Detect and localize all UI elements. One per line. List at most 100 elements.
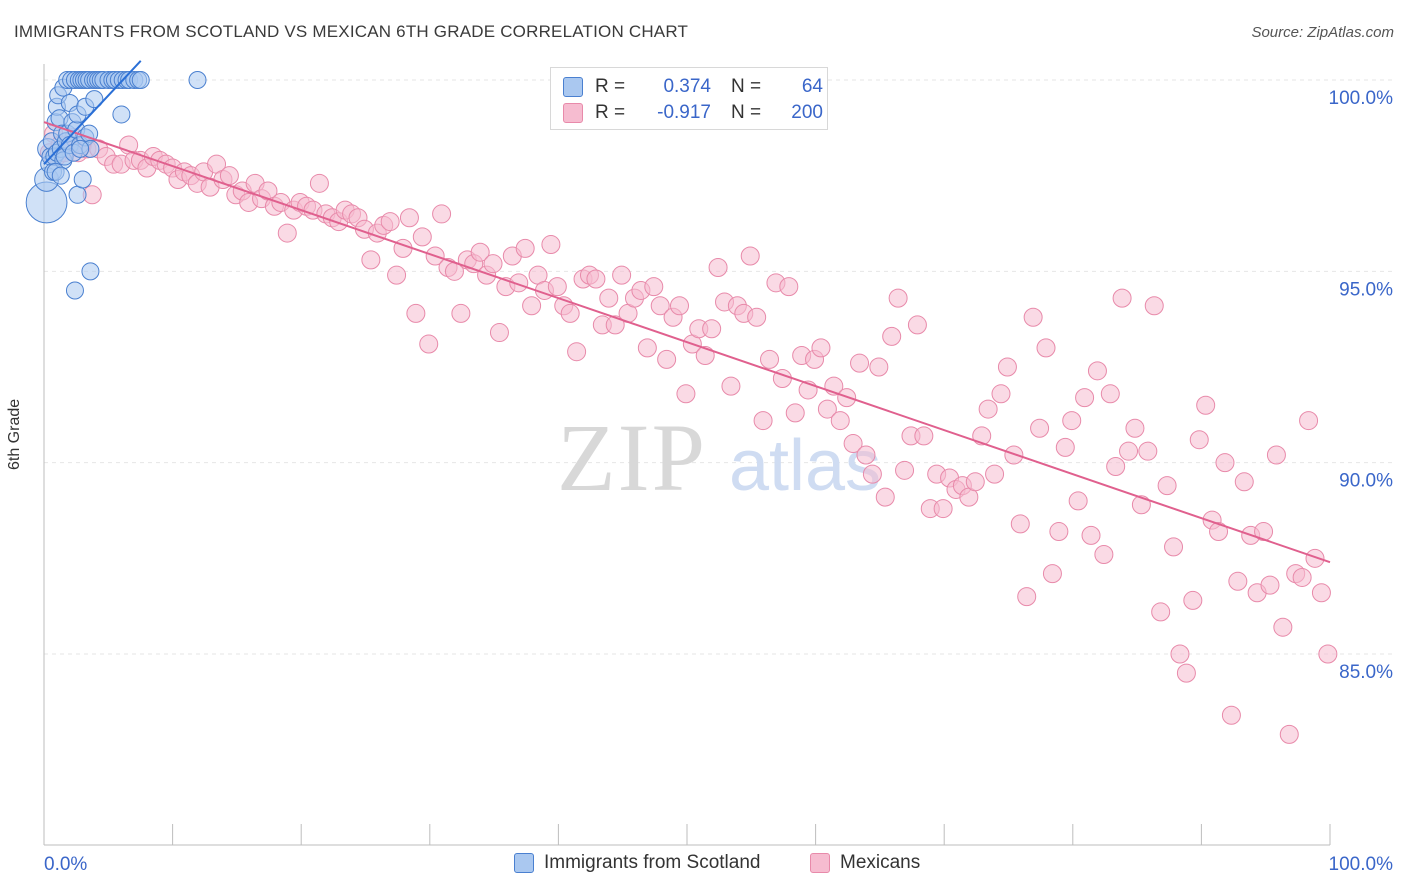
y-tick-label-2: 95.0% (1339, 279, 1393, 300)
point-mexicans-134 (882, 326, 902, 346)
point-mexicans-91 (605, 315, 625, 335)
point-mexicans-118 (779, 277, 799, 297)
point-mexicans-59 (399, 208, 419, 228)
stats-r-label: R = (595, 76, 626, 97)
legend-item-mexicans[interactable]: Mexicans (810, 852, 920, 874)
point-mexicans-201 (1311, 583, 1331, 603)
point-mexicans-64 (432, 204, 452, 224)
point-mexicans-133 (875, 487, 895, 507)
point-mexicans-172 (1125, 418, 1145, 438)
stats-row-mexicans: R = -0.917 N = 200 (563, 100, 823, 126)
point-mexicans-195 (1273, 617, 1293, 637)
x-tick-label-1: 100.0% (1329, 854, 1394, 875)
point-mexicans-188 (1228, 571, 1248, 591)
stats-legend: R = 0.374 N = 64 R = -0.917 N = 200 (550, 67, 828, 130)
point-mexicans-161 (1055, 437, 1075, 457)
point-scotland-57 (131, 71, 150, 89)
point-scotland-59 (81, 262, 100, 281)
stats-swatch-mexicans (563, 103, 583, 123)
point-mexicans-160 (1049, 522, 1069, 542)
point-mexicans-159 (1042, 564, 1062, 584)
point-mexicans-187 (1221, 705, 1241, 725)
grid-lines (44, 79, 1392, 655)
point-mexicans-198 (1292, 567, 1312, 587)
x-tick-label-0: 0.0% (44, 854, 87, 875)
stats-n-label: N = (731, 102, 762, 123)
point-mexicans-185 (1209, 522, 1229, 542)
point-mexicans-56 (380, 212, 400, 232)
y-tick-labels: 85.0% 90.0% 95.0% 100.0% (1329, 88, 1394, 683)
point-mexicans-109 (721, 376, 741, 396)
stats-swatch-scotland (563, 77, 583, 97)
point-mexicans-165 (1081, 525, 1101, 545)
point-mexicans-166 (1087, 361, 1107, 381)
point-mexicans-193 (1260, 575, 1280, 595)
point-mexicans-107 (708, 258, 728, 278)
point-mexicans-88 (586, 269, 606, 289)
stats-row-scotland: R = 0.374 N = 64 (563, 74, 823, 100)
point-mexicans-124 (817, 399, 837, 419)
point-scotland-58 (65, 281, 84, 300)
point-mexicans-155 (1017, 587, 1037, 607)
point-mexicans-194 (1266, 445, 1286, 465)
stats-r-label: R = (595, 102, 626, 123)
point-mexicans-150 (985, 464, 1005, 484)
point-mexicans-53 (361, 250, 381, 270)
point-scotland-33 (73, 170, 92, 189)
point-mexicans-81 (541, 235, 561, 255)
point-mexicans-61 (412, 227, 432, 247)
point-mexicans-142 (933, 499, 953, 519)
point-mexicans-177 (1157, 476, 1177, 496)
point-mexicans-113 (747, 307, 767, 327)
point-mexicans-138 (907, 315, 927, 335)
point-mexicans-57 (387, 265, 407, 285)
point-mexicans-128 (843, 434, 863, 454)
point-mexicans-45 (309, 173, 329, 193)
trend-lines (43, 60, 1331, 564)
point-mexicans-157 (1030, 418, 1050, 438)
point-mexicans-129 (850, 353, 870, 373)
point-mexicans-78 (522, 296, 542, 316)
point-mexicans-72 (483, 254, 503, 274)
point-mexicans-31 (219, 166, 239, 186)
point-mexicans-173 (1131, 495, 1151, 515)
scotland-points (25, 71, 207, 300)
point-mexicans-92 (612, 265, 632, 285)
point-mexicans-73 (489, 323, 509, 343)
point-scotland-51 (112, 105, 131, 124)
point-mexicans-67 (451, 303, 471, 323)
point-mexicans-176 (1151, 602, 1171, 622)
point-mexicans-112 (740, 246, 760, 266)
point-mexicans-182 (1189, 430, 1209, 450)
point-mexicans-156 (1023, 307, 1043, 327)
trend-line-mexicans (43, 121, 1331, 564)
point-mexicans-132 (869, 357, 889, 377)
stats-n-value: 64 (801, 76, 823, 97)
point-mexicans-97 (644, 277, 664, 297)
stats-r-value: -0.917 (657, 102, 711, 123)
point-scotland-60 (188, 71, 207, 89)
point-mexicans-85 (567, 342, 587, 362)
point-mexicans-163 (1068, 491, 1088, 511)
point-mexicans-189 (1234, 472, 1254, 492)
point-scotland-63 (71, 139, 90, 158)
point-mexicans-164 (1075, 388, 1095, 408)
stats-n-value: 200 (791, 102, 823, 123)
point-mexicans-192 (1254, 522, 1274, 542)
point-mexicans-196 (1279, 724, 1299, 744)
point-mexicans-123 (811, 338, 831, 358)
point-mexicans-76 (509, 273, 529, 293)
legend-item-scotland[interactable]: Immigrants from Scotland (514, 852, 760, 874)
point-mexicans-175 (1144, 296, 1164, 316)
legend-label-mexicans: Mexicans (840, 852, 921, 873)
point-scotland-42 (85, 90, 104, 109)
point-mexicans-99 (657, 349, 677, 369)
point-mexicans-98 (650, 296, 670, 316)
point-mexicans-167 (1094, 545, 1114, 565)
point-mexicans-77 (515, 238, 535, 258)
watermark-zip: ZIP (557, 404, 707, 511)
point-mexicans-40 (277, 223, 297, 243)
y-tick-label-3: 100.0% (1329, 88, 1394, 109)
mexicans-points (39, 124, 1338, 744)
